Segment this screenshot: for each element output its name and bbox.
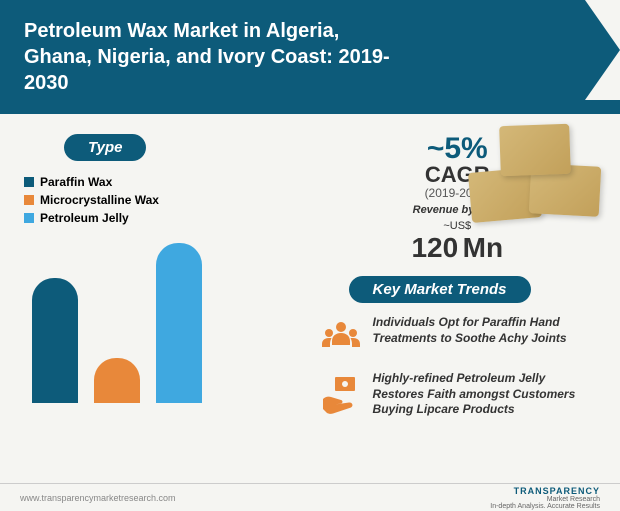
revenue-number: 120 xyxy=(411,232,458,263)
trends-badge: Key Market Trends xyxy=(349,276,531,303)
bar-petroleum-jelly xyxy=(156,243,202,403)
type-column: Type Paraffin Wax Microcrystalline Wax P… xyxy=(24,134,299,430)
logo-tagline: In-depth Analysis. Accurate Results xyxy=(490,503,600,510)
logo-subtitle: Market Research xyxy=(490,496,600,503)
revenue-unit: Mn xyxy=(463,232,503,263)
legend-item: Petroleum Jelly xyxy=(24,211,299,225)
trend-item: Highly-refined Petroleum Jelly Restores … xyxy=(319,371,596,418)
legend-color-swatch xyxy=(24,177,34,187)
trend-text: Individuals Opt for Paraffin Hand Treatm… xyxy=(373,315,596,346)
trend-item: Individuals Opt for Paraffin Hand Treatm… xyxy=(319,315,596,359)
legend-label: Microcrystalline Wax xyxy=(40,193,159,207)
footer: www.transparencymarketresearch.com TRANS… xyxy=(0,483,620,511)
legend-item: Microcrystalline Wax xyxy=(24,193,299,207)
bar-chart xyxy=(24,243,299,403)
legend-label: Petroleum Jelly xyxy=(40,211,129,225)
legend-label: Paraffin Wax xyxy=(40,175,112,189)
page-title: Petroleum Wax Market in Algeria, Ghana, … xyxy=(24,18,404,96)
people-icon xyxy=(319,315,363,359)
footer-logo: TRANSPARENCY Market Research In-depth An… xyxy=(490,486,600,510)
bar-microcrystalline xyxy=(94,358,140,403)
legend-color-swatch xyxy=(24,195,34,205)
legend-item: Paraffin Wax xyxy=(24,175,299,189)
trend-text: Highly-refined Petroleum Jelly Restores … xyxy=(373,371,596,418)
soap-image xyxy=(460,120,610,230)
legend-color-swatch xyxy=(24,213,34,223)
bar-paraffin xyxy=(32,278,78,403)
type-badge: Type xyxy=(64,134,146,161)
hand-money-icon xyxy=(319,371,363,415)
footer-url: www.transparencymarketresearch.com xyxy=(20,493,176,503)
chart-legend: Paraffin Wax Microcrystalline Wax Petrol… xyxy=(24,175,299,225)
logo-brand: TRANSPARENCY xyxy=(490,486,600,496)
header-banner: Petroleum Wax Market in Algeria, Ghana, … xyxy=(0,0,620,114)
